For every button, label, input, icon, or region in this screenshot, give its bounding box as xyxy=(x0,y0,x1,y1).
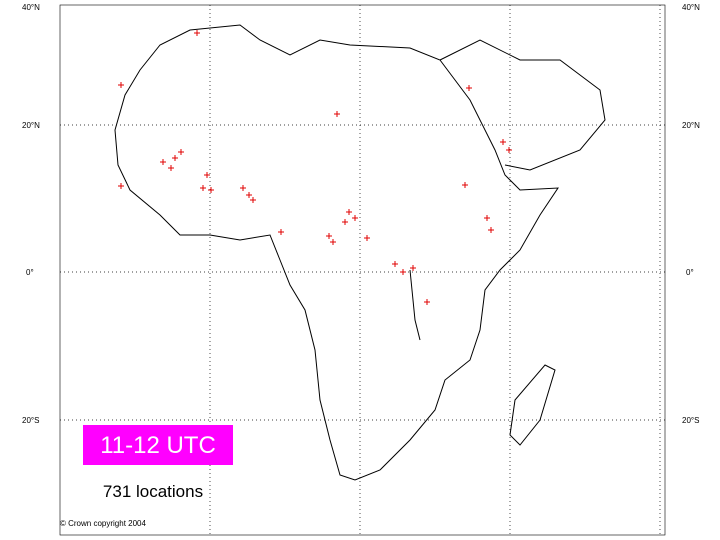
time-label: 11-12 UTC xyxy=(100,432,216,459)
lat-label: 20°N xyxy=(682,121,700,130)
lat-label: 20°S xyxy=(22,416,39,425)
lat-label: 20°S xyxy=(682,416,699,425)
lat-label: 20°N xyxy=(22,121,40,130)
lat-label: 0° xyxy=(26,268,34,277)
lat-label: 40°N xyxy=(22,3,40,12)
coastline xyxy=(114,24,606,481)
count-label: 731 locations xyxy=(103,482,203,501)
time-box xyxy=(83,425,233,465)
lat-label: 40°N xyxy=(682,3,700,12)
lat-labels: 40°N 20°N 0° 20°S 40°N 20°N 0° 20°S xyxy=(22,3,700,425)
lat-label: 0° xyxy=(686,268,694,277)
copyright: © Crown copyright 2004 xyxy=(60,519,146,528)
map-frame xyxy=(59,4,666,536)
lightning-locations xyxy=(118,30,512,305)
graticule xyxy=(60,5,665,535)
